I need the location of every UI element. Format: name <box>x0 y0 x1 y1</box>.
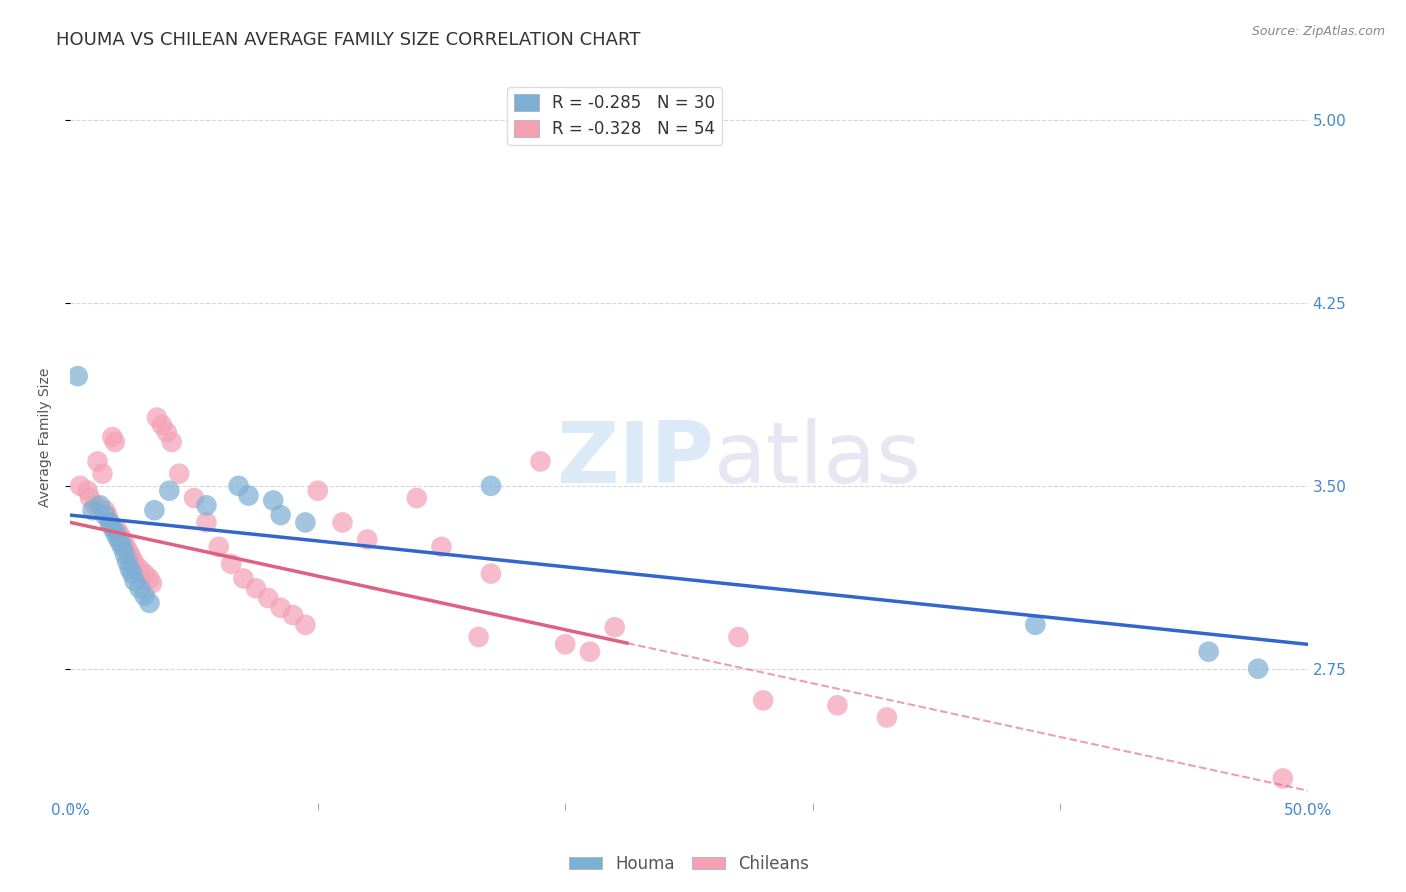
Point <box>208 540 231 554</box>
Point <box>467 630 489 644</box>
Point <box>157 483 180 498</box>
Point <box>195 499 218 513</box>
Point <box>121 552 143 566</box>
Point <box>82 503 104 517</box>
Point <box>156 425 179 440</box>
Point <box>294 617 316 632</box>
Point <box>124 574 146 588</box>
Point <box>232 572 254 586</box>
Point <box>96 508 118 522</box>
Point <box>128 581 150 595</box>
Point <box>1198 645 1220 659</box>
Point <box>115 542 138 557</box>
Point <box>405 491 427 505</box>
Point <box>118 562 141 576</box>
Point <box>124 557 146 571</box>
Point <box>79 491 101 505</box>
Point <box>479 566 502 581</box>
Point <box>108 535 131 549</box>
Point <box>479 479 502 493</box>
Point <box>89 499 111 513</box>
Text: atlas: atlas <box>714 417 922 500</box>
Point <box>91 467 114 481</box>
Point <box>228 479 250 493</box>
Point <box>66 369 89 384</box>
Point <box>94 503 117 517</box>
Point <box>134 566 156 581</box>
Point <box>1247 662 1270 676</box>
Point <box>1024 617 1046 632</box>
Point <box>257 591 280 605</box>
Point <box>101 520 124 534</box>
Point <box>727 630 749 644</box>
Point <box>356 533 378 547</box>
Point <box>143 503 166 517</box>
Point <box>167 467 190 481</box>
Point <box>104 434 127 449</box>
Point <box>118 547 141 561</box>
Point <box>105 523 128 537</box>
Text: ZIP: ZIP <box>555 417 714 500</box>
Y-axis label: Average Family Size: Average Family Size <box>38 368 52 507</box>
Point <box>332 516 354 530</box>
Point <box>98 516 121 530</box>
Point <box>76 483 98 498</box>
Point <box>101 430 124 444</box>
Point <box>105 530 128 544</box>
Point <box>270 508 292 522</box>
Point <box>111 540 134 554</box>
Point <box>138 596 160 610</box>
Point <box>84 499 107 513</box>
Point <box>529 454 551 468</box>
Point <box>294 516 316 530</box>
Point <box>108 527 131 541</box>
Point <box>603 620 626 634</box>
Point <box>114 537 136 551</box>
Point <box>307 483 329 498</box>
Point <box>115 554 138 568</box>
Point <box>94 508 117 522</box>
Point <box>238 489 260 503</box>
Legend: R = -0.285   N = 30, R = -0.328   N = 54: R = -0.285 N = 30, R = -0.328 N = 54 <box>508 87 723 145</box>
Point <box>134 589 156 603</box>
Point <box>183 491 205 505</box>
Point <box>150 417 173 432</box>
Point <box>195 516 218 530</box>
Point <box>141 576 163 591</box>
Point <box>104 525 127 540</box>
Point <box>98 516 121 530</box>
Point <box>579 645 602 659</box>
Point <box>160 434 183 449</box>
Point <box>111 533 134 547</box>
Point <box>146 410 169 425</box>
Point <box>219 557 242 571</box>
Point <box>1271 772 1294 786</box>
Text: 50.0%: 50.0% <box>1284 803 1331 818</box>
Point <box>827 698 849 713</box>
Text: HOUMA VS CHILEAN AVERAGE FAMILY SIZE CORRELATION CHART: HOUMA VS CHILEAN AVERAGE FAMILY SIZE COR… <box>56 31 641 49</box>
Legend: Houma, Chileans: Houma, Chileans <box>562 848 815 880</box>
Point <box>876 710 898 724</box>
Point <box>281 608 304 623</box>
Point <box>554 637 576 651</box>
Point <box>270 600 292 615</box>
Text: 0.0%: 0.0% <box>51 803 90 818</box>
Point <box>114 547 136 561</box>
Point <box>138 572 160 586</box>
Point <box>128 562 150 576</box>
Point <box>86 454 108 468</box>
Point <box>262 493 284 508</box>
Point <box>121 566 143 581</box>
Point <box>245 581 267 595</box>
Point <box>430 540 453 554</box>
Point <box>752 693 775 707</box>
Point <box>69 479 91 493</box>
Text: Source: ZipAtlas.com: Source: ZipAtlas.com <box>1251 25 1385 38</box>
